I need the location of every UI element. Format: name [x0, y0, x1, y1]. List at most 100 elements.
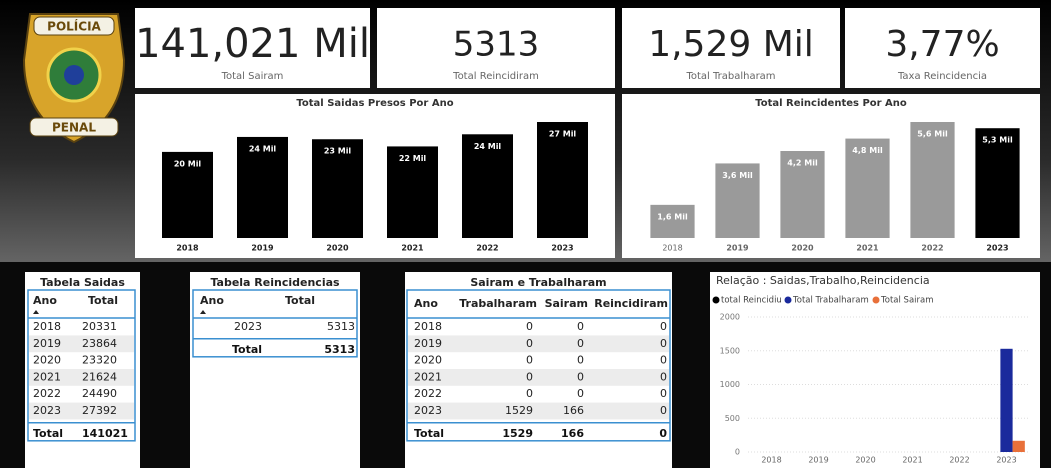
- table-cell: 24490: [82, 387, 117, 400]
- bar: [237, 136, 288, 238]
- x-tick-label: 2019: [808, 456, 828, 465]
- column-header: Total: [285, 294, 315, 307]
- table-cell: 2021: [414, 370, 442, 383]
- card-value: 3,77%: [885, 24, 999, 65]
- legend-label: Total Sairam: [880, 296, 934, 306]
- table-title: Tabela Reincidencias: [210, 276, 340, 289]
- x-tick-label: 2023: [986, 244, 1008, 253]
- row-stripe: [408, 335, 669, 353]
- bar-label: 5,3 Mil: [982, 136, 1013, 145]
- logo-top: POLÍCIA: [47, 19, 101, 34]
- logo: POLÍCIA PENAL: [22, 13, 126, 144]
- table-cell: 0: [526, 354, 533, 367]
- x-tick-label: 2018: [176, 244, 199, 253]
- table-cell: 0: [660, 404, 667, 417]
- table-border: [192, 289, 358, 358]
- bar-label: 23 Mil: [324, 147, 352, 156]
- column-header: Ano: [200, 294, 224, 307]
- card: [377, 8, 615, 88]
- total-cell: Total: [414, 427, 444, 440]
- table-cell: 0: [577, 337, 584, 350]
- table-cell: 2019: [414, 337, 442, 350]
- bar-label: 22 Mil: [399, 154, 427, 163]
- bar: [845, 138, 890, 238]
- card-value: 5313: [453, 25, 540, 65]
- bar-label: 4,2 Mil: [787, 159, 818, 168]
- table-cell: 2018: [33, 320, 61, 333]
- row-stripe: [408, 369, 669, 386]
- table-cell: 23864: [82, 337, 117, 350]
- chart-title: Relação : Saidas,Trabalho,Reincidencia: [716, 274, 930, 287]
- table-cell: 0: [660, 337, 667, 350]
- table-cell: 27392: [82, 404, 117, 417]
- row-stripe: [29, 369, 134, 386]
- column-header: Total: [88, 294, 118, 307]
- table-cell: 5313: [327, 320, 355, 333]
- card-value: 1,529 Mil: [648, 24, 814, 65]
- table-cell: 2023: [33, 404, 61, 417]
- bar: [910, 122, 955, 238]
- x-tick-label: 2018: [761, 456, 781, 465]
- table-cell: 1529: [505, 404, 533, 417]
- sort-indicator: [200, 310, 206, 314]
- row-stripe: [408, 402, 669, 420]
- y-tick-label: 1500: [720, 346, 740, 355]
- column-header: Sairam: [545, 297, 588, 310]
- table-cell: 0: [577, 320, 584, 333]
- legend-marker: [784, 296, 792, 304]
- x-tick-label: 2020: [855, 456, 875, 465]
- bar: [715, 163, 760, 238]
- x-tick-label: 2021: [856, 244, 879, 253]
- table-cell: 0: [577, 370, 584, 383]
- bar-label: 5,6 Mil: [917, 130, 948, 139]
- total-cell: 166: [561, 427, 584, 440]
- table-cell: 0: [660, 320, 667, 333]
- table-cell: 21624: [82, 370, 117, 383]
- table-cell: 2023: [234, 320, 262, 333]
- table-cell: 2023: [414, 404, 442, 417]
- chart-panel: [710, 272, 1040, 468]
- x-tick-label: 2022: [476, 244, 498, 253]
- total-cell: 5313: [324, 343, 355, 356]
- row-stripe: [29, 335, 134, 353]
- bar-label: 1,6 Mil: [657, 212, 688, 221]
- card: [135, 8, 370, 88]
- table-cell: 2018: [414, 320, 442, 333]
- table-cell: 0: [660, 370, 667, 383]
- legend-marker: [712, 296, 720, 304]
- chart-panel: [135, 94, 615, 258]
- card-label: Total Sairam: [221, 71, 284, 82]
- table-cell: 166: [563, 404, 584, 417]
- legend-label: Total Trabalharam: [792, 296, 869, 306]
- x-tick-label: 2019: [251, 244, 274, 253]
- bar: [537, 122, 588, 238]
- bar: [780, 151, 825, 238]
- bar-label: 24 Mil: [474, 142, 502, 151]
- y-tick-label: 500: [725, 414, 740, 423]
- table-border: [27, 289, 136, 442]
- x-tick-label: 2023: [551, 244, 573, 253]
- table-cell: 0: [577, 354, 584, 367]
- y-tick-label: 1000: [720, 380, 740, 389]
- table-cell: 2022: [33, 387, 61, 400]
- table-cell: 0: [660, 354, 667, 367]
- table-cell: 0: [526, 320, 533, 333]
- card-label: Total Trabalharam: [685, 71, 775, 82]
- x-tick-label: 2021: [401, 244, 424, 253]
- column-header: Ano: [414, 297, 438, 310]
- bar: [387, 146, 438, 238]
- y-tick-label: 0: [735, 448, 740, 457]
- table-cell: 0: [526, 387, 533, 400]
- card: [845, 8, 1040, 88]
- legend-label: total Reincidiu: [721, 296, 782, 306]
- chart-title: Total Reincidentes Por Ano: [755, 98, 907, 109]
- bar: [312, 139, 363, 238]
- x-tick-label: 2023: [996, 456, 1016, 465]
- card-value: 141,021 Mil: [135, 21, 370, 67]
- card-label: Taxa Reincidencia: [897, 71, 987, 82]
- bar: [162, 151, 213, 238]
- legend-marker: [872, 296, 880, 304]
- x-tick-label: 2021: [902, 456, 922, 465]
- bar-label: 4,8 Mil: [852, 146, 883, 155]
